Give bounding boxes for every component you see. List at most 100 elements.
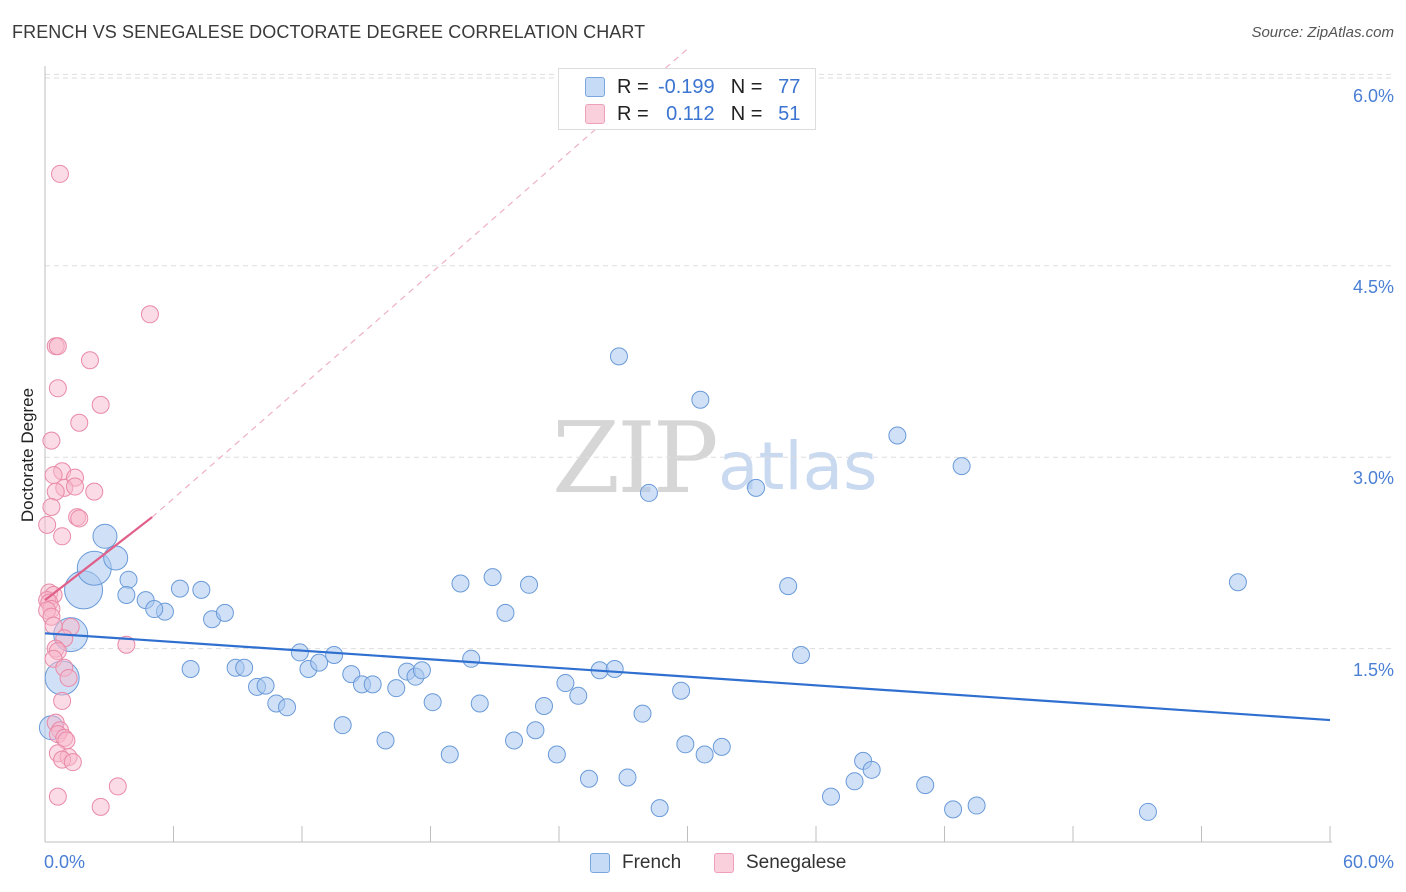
- senegalese-point: [70, 509, 89, 528]
- senegalese-point: [50, 164, 69, 183]
- senegalese-trend-line: [44, 516, 153, 601]
- y-tick-label: 4.5%: [1352, 277, 1394, 297]
- senegalese-point: [85, 482, 104, 501]
- french-point: [605, 660, 624, 679]
- french-point: [412, 661, 431, 680]
- stats-legend: R = -0.199 N = 77 R = 0.112 N = 51: [558, 68, 816, 130]
- senegalese-point: [38, 515, 57, 534]
- y-tick-label: 6.0%: [1352, 86, 1394, 106]
- senegalese-point: [117, 635, 136, 654]
- senegalese-point: [63, 753, 82, 772]
- legend-item-senegalese[interactable]: Senegalese: [714, 852, 846, 874]
- french-point: [325, 645, 344, 664]
- french-point: [526, 721, 545, 740]
- french-point: [496, 603, 515, 622]
- r-value: 0.112: [666, 102, 715, 125]
- french-point: [747, 478, 766, 497]
- french-point: [672, 681, 691, 700]
- french-point: [944, 800, 963, 819]
- legend-label: French: [622, 852, 682, 873]
- french-point: [451, 574, 470, 593]
- french-point: [967, 796, 986, 815]
- senegalese-swatch: [714, 853, 734, 873]
- watermark-zip: ZIP: [552, 402, 719, 516]
- french-point: [1228, 573, 1247, 592]
- source-label: Source: ZipAtlas.com: [1251, 24, 1394, 41]
- french-point: [423, 693, 442, 712]
- senegalese-swatch: [585, 104, 605, 124]
- r-label: R =: [617, 102, 649, 125]
- senegalese-point: [91, 797, 110, 816]
- french-swatch: [590, 853, 610, 873]
- french-trend-line: [44, 632, 1331, 722]
- n-value: 77: [778, 75, 801, 98]
- senegalese-point: [80, 351, 99, 370]
- senegalese-point: [53, 527, 72, 546]
- french-point: [363, 675, 382, 694]
- senegalese-point: [42, 431, 61, 450]
- french-point: [916, 776, 935, 795]
- legend-item-french[interactable]: French: [590, 852, 681, 874]
- french-point: [579, 769, 598, 788]
- french-point: [952, 457, 971, 476]
- french-point: [119, 570, 138, 589]
- french-point: [440, 745, 459, 764]
- senegalese-point: [46, 482, 65, 501]
- trend-lines: [151, 48, 688, 518]
- y-axis-label: Doctorate Degree: [18, 387, 37, 523]
- french-point: [1138, 802, 1157, 821]
- french-point: [695, 745, 714, 764]
- french-point: [862, 760, 881, 779]
- r-value: -0.199: [657, 75, 715, 98]
- french-point: [181, 660, 200, 679]
- senegalese-points: [38, 164, 159, 816]
- legend-label: Senegalese: [746, 852, 847, 873]
- french-point: [556, 674, 575, 693]
- n-label: N =: [730, 75, 763, 98]
- french-point: [821, 787, 840, 806]
- french-point: [215, 603, 234, 622]
- senegalese-point: [48, 787, 67, 806]
- french-point: [520, 575, 539, 594]
- n-value: 51: [778, 102, 801, 125]
- senegalese-point: [48, 337, 67, 356]
- french-point: [792, 645, 811, 664]
- gridlines: [45, 73, 1395, 650]
- senegalese-point: [108, 777, 127, 796]
- senegalese-point: [70, 413, 89, 432]
- french-point: [505, 731, 524, 750]
- french-point: [779, 577, 798, 596]
- french-point: [103, 545, 129, 571]
- french-point: [387, 679, 406, 698]
- x-tick-label-min: 0.0%: [44, 852, 86, 872]
- french-point: [569, 686, 588, 705]
- french-point: [256, 676, 275, 695]
- french-point: [609, 347, 628, 366]
- french-point: [547, 745, 566, 764]
- senegalese-point: [48, 379, 67, 398]
- r-label: R =: [617, 75, 649, 98]
- senegalese-point: [65, 477, 84, 496]
- chart-title: FRENCH VS SENEGALESE DOCTORATE DEGREE CO…: [12, 22, 646, 42]
- french-point: [712, 737, 731, 756]
- senegalese-point: [59, 668, 78, 687]
- french-point: [310, 653, 329, 672]
- french-point: [192, 580, 211, 599]
- french-point: [618, 768, 637, 787]
- senegalese-point: [91, 395, 110, 414]
- french-point: [483, 568, 502, 587]
- french-point: [376, 731, 395, 750]
- french-point: [845, 772, 864, 791]
- french-point: [650, 799, 669, 818]
- french-point: [278, 698, 297, 717]
- senegalese-point: [42, 497, 61, 516]
- french-point: [639, 483, 658, 502]
- legend-row-french: R = -0.199 N = 77: [585, 75, 800, 99]
- french-point: [633, 704, 652, 723]
- french-point: [470, 694, 489, 713]
- french-point: [145, 600, 164, 619]
- french-point: [170, 579, 189, 598]
- french-point: [676, 735, 695, 754]
- y-tick-label: 1.5%: [1352, 660, 1394, 680]
